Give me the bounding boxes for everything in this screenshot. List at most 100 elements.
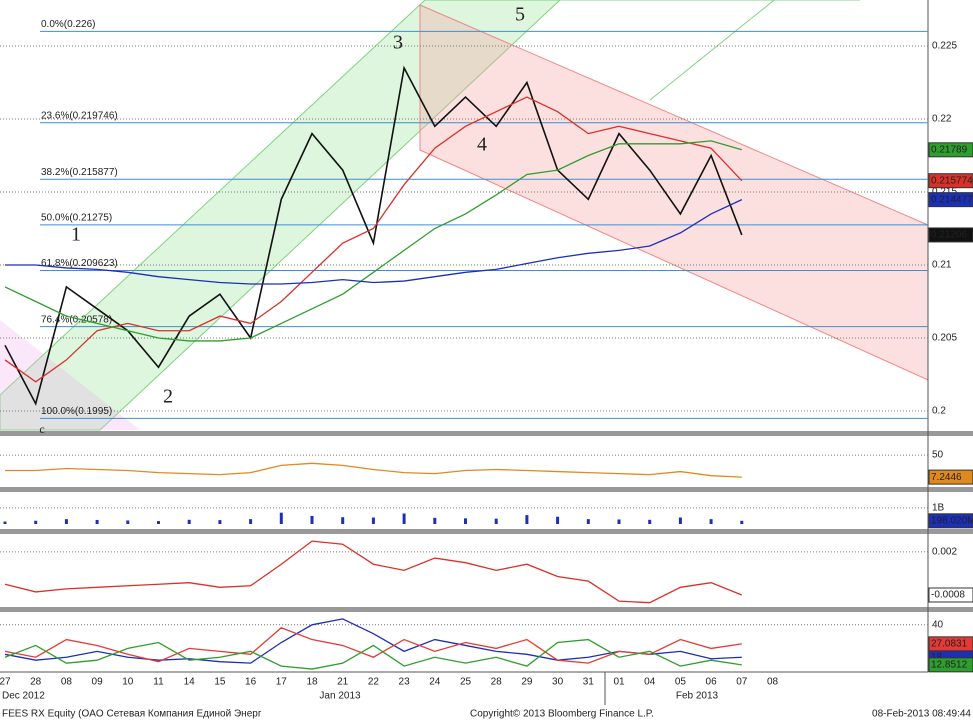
series-line: [4, 638, 742, 670]
bar: [157, 521, 160, 524]
x-tick-label: 31: [583, 677, 595, 688]
month-label: Jan 2013: [319, 691, 361, 702]
series-line: [5, 199, 743, 285]
bar: [678, 517, 682, 524]
x-tick-label: 05: [675, 677, 687, 688]
bar: [648, 519, 652, 524]
panel-separators: [0, 0, 973, 705]
separator: [0, 431, 973, 436]
x-tick-label: 06: [706, 677, 718, 688]
bar: [218, 520, 222, 524]
x-tick-label: 01: [613, 677, 625, 688]
separator: [0, 529, 973, 534]
x-tick-label: 24: [429, 677, 441, 688]
wave-label: 1: [71, 224, 81, 246]
x-tick-label: 07: [736, 677, 748, 688]
bar: [310, 515, 314, 524]
bar: [586, 519, 590, 524]
bar: [494, 518, 498, 524]
bar: [433, 517, 437, 524]
wave-label: c: [39, 422, 44, 436]
bar: [371, 517, 375, 524]
y-tick-label: 0.2: [932, 406, 946, 417]
y-tick-label: 0.21: [932, 260, 952, 271]
x-tick-label: 08: [767, 677, 779, 688]
bar: [525, 515, 529, 524]
bar: [402, 513, 406, 524]
x-tick-label: 18: [306, 677, 318, 688]
bar: [64, 519, 68, 524]
fib-label: 76.4%(0.20578): [41, 314, 112, 325]
fib-label: 61.8%(0.209623): [41, 258, 118, 269]
fib-label: 0.0%(0.226): [41, 19, 95, 30]
x-tick-label: 10: [122, 677, 134, 688]
x-tick-label: 08: [61, 677, 73, 688]
y-tick-label: 0.225: [932, 41, 957, 52]
value-tag-label: 0.21206: [931, 230, 968, 241]
footer-center: Copyright© 2013 Bloomberg Finance L.P.: [470, 709, 654, 720]
x-tick-label: 15: [214, 677, 226, 688]
channel-edge: [649, 0, 776, 101]
wave-label: 2: [163, 386, 173, 408]
bar: [3, 521, 7, 524]
x-tick-label: 22: [368, 677, 380, 688]
bar: [341, 517, 345, 524]
value-tag-label: 0.214477: [931, 194, 973, 205]
fib-label: 23.6%(0.219746): [41, 110, 118, 121]
x-tick-label: 09: [92, 677, 104, 688]
y-tick-label: 0.22: [932, 114, 952, 125]
y-tick-label: 0.002: [932, 547, 957, 558]
x-tick-label: 25: [460, 677, 472, 688]
bar: [279, 512, 283, 524]
footer-right: 08-Feb-2013 08:49:44: [872, 709, 971, 720]
value-tag-label: 7.2446: [931, 472, 962, 483]
value-tag-label: 12.8512: [931, 659, 968, 670]
value-tag-label: 198.020M: [931, 515, 973, 526]
series-line: [4, 140, 742, 342]
bar: [95, 519, 99, 524]
separator: [0, 607, 973, 612]
y-tick-label: 1B: [932, 502, 945, 513]
bar: [34, 520, 38, 524]
separator: [0, 487, 973, 492]
wave-label: 4: [477, 134, 487, 156]
value-tag: [928, 142, 973, 158]
x-tick-label: 14: [184, 677, 196, 688]
wave-label: 3: [393, 32, 403, 54]
fib-label: 38.2%(0.215877): [41, 167, 118, 178]
value-tag-label: 0.21789: [931, 144, 968, 155]
value-tag: [928, 173, 973, 189]
value-tag-label: -0.0008: [931, 590, 965, 601]
x-tick-label: 23: [399, 677, 411, 688]
value-tag-label: 27.0831: [931, 638, 968, 649]
value-tag-label: 0.215774: [931, 175, 973, 186]
x-tick-label: 17: [276, 677, 288, 688]
bar: [556, 516, 560, 524]
wave-label: 5: [515, 4, 525, 26]
bar: [617, 519, 621, 524]
y-tick-label: 40: [932, 619, 944, 630]
bar: [187, 519, 191, 524]
footer-left: FEES RX Equity (OAO Сетевая Компания Еди…: [2, 709, 262, 720]
series-line: [4, 540, 743, 604]
bar: [740, 520, 744, 524]
value-tag: [928, 587, 973, 603]
x-tick-label: 28: [491, 677, 503, 688]
y-tick-label: 0.205: [932, 333, 957, 344]
value-tag: [928, 469, 973, 485]
x-tick-label: 27: [0, 677, 11, 688]
series-line: [4, 96, 743, 383]
month-label: Feb 2013: [676, 691, 719, 702]
month-label: Dec 2012: [2, 691, 45, 702]
bar: [249, 519, 253, 524]
value-tag: [928, 636, 973, 652]
x-tick-label: 21: [337, 677, 349, 688]
bar: [464, 518, 467, 524]
x-tick-label: 11: [153, 677, 164, 688]
x-tick-label: 30: [552, 677, 564, 688]
value-tag: [928, 657, 973, 673]
bar: [126, 520, 130, 524]
x-tick-label: 28: [30, 677, 42, 688]
fib-label: 50.0%(0.21275): [41, 212, 112, 223]
